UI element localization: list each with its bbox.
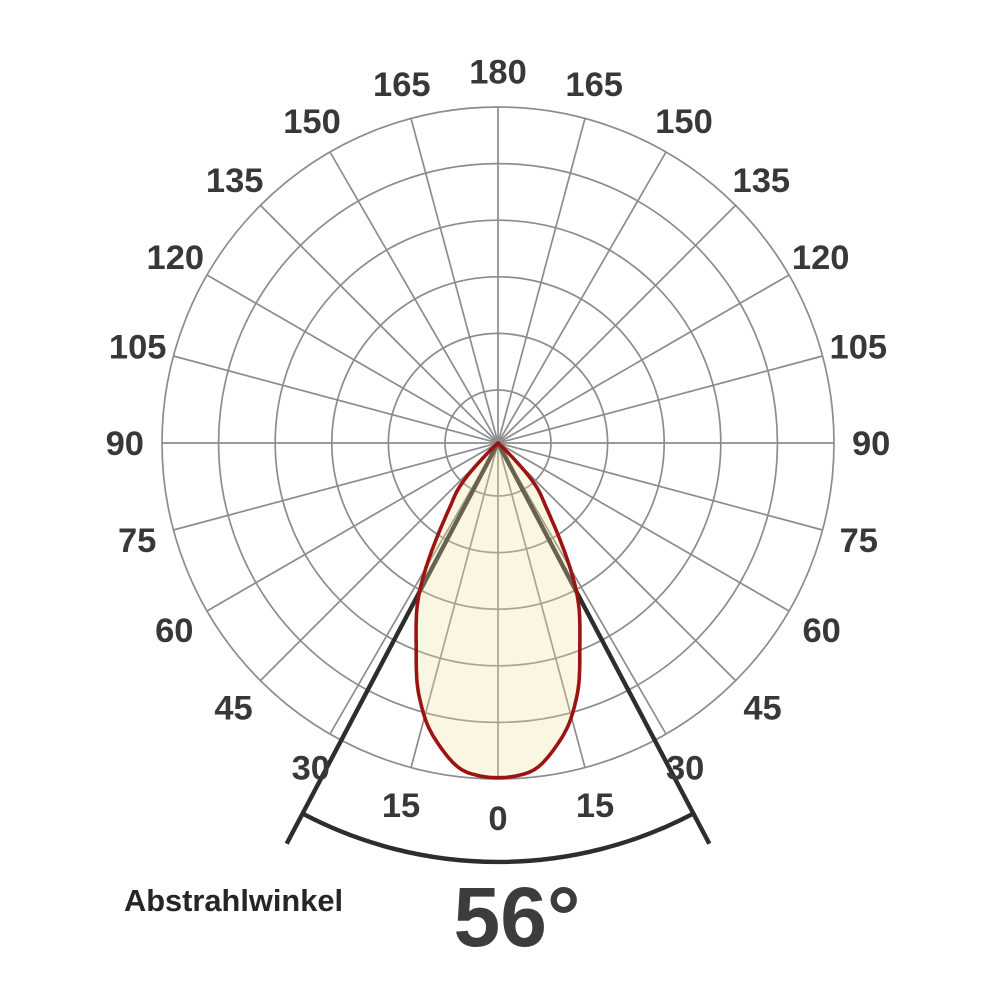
svg-text:75: 75	[840, 522, 878, 560]
svg-text:165: 165	[373, 66, 431, 104]
svg-text:165: 165	[565, 66, 623, 104]
svg-text:0: 0	[488, 800, 507, 838]
svg-text:60: 60	[155, 612, 193, 650]
svg-text:15: 15	[382, 787, 420, 825]
svg-text:30: 30	[666, 749, 704, 787]
svg-text:150: 150	[283, 103, 341, 141]
svg-text:Abstrahlwinkel: Abstrahlwinkel	[124, 883, 343, 918]
svg-text:120: 120	[147, 239, 205, 277]
svg-text:30: 30	[292, 749, 330, 787]
svg-text:135: 135	[206, 162, 264, 200]
svg-text:60: 60	[803, 612, 841, 650]
svg-text:90: 90	[106, 425, 144, 463]
svg-text:135: 135	[733, 162, 791, 200]
svg-text:45: 45	[214, 690, 252, 728]
svg-text:15: 15	[576, 787, 614, 825]
svg-text:90: 90	[852, 425, 890, 463]
svg-text:75: 75	[118, 522, 156, 560]
svg-text:105: 105	[830, 329, 888, 367]
svg-text:120: 120	[792, 239, 850, 277]
svg-text:56°: 56°	[453, 870, 580, 964]
svg-text:150: 150	[655, 103, 713, 141]
svg-text:105: 105	[109, 329, 167, 367]
svg-text:45: 45	[743, 690, 781, 728]
svg-text:180: 180	[469, 54, 527, 92]
